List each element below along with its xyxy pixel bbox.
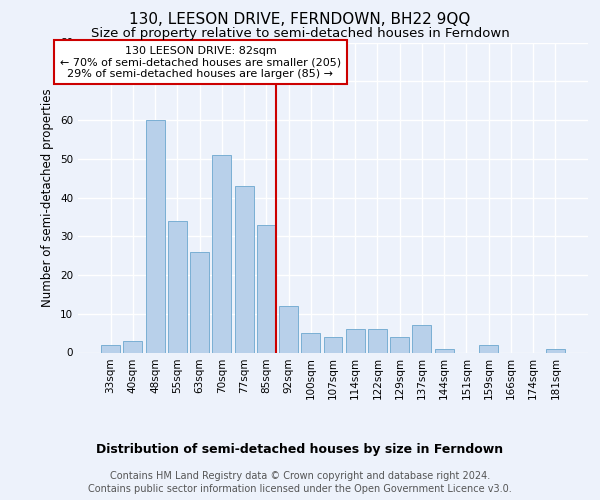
Text: 130 LEESON DRIVE: 82sqm
← 70% of semi-detached houses are smaller (205)
29% of s: 130 LEESON DRIVE: 82sqm ← 70% of semi-de… <box>60 46 341 79</box>
Bar <box>323 337 343 352</box>
Text: Contains HM Land Registry data © Crown copyright and database right 2024.: Contains HM Land Registry data © Crown c… <box>110 471 490 481</box>
Bar <box>390 337 409 352</box>
Bar <box>279 306 298 352</box>
Bar <box>346 330 365 352</box>
Bar <box>146 120 164 352</box>
Bar <box>435 348 454 352</box>
Text: Distribution of semi-detached houses by size in Ferndown: Distribution of semi-detached houses by … <box>97 442 503 456</box>
Bar <box>257 224 276 352</box>
Bar <box>412 326 431 352</box>
Text: Size of property relative to semi-detached houses in Ferndown: Size of property relative to semi-detach… <box>91 28 509 40</box>
Bar <box>235 186 254 352</box>
Bar <box>190 252 209 352</box>
Bar <box>101 345 120 352</box>
Bar <box>301 333 320 352</box>
Bar <box>124 341 142 352</box>
Bar <box>368 330 387 352</box>
Bar <box>479 345 498 352</box>
Text: Contains public sector information licensed under the Open Government Licence v3: Contains public sector information licen… <box>88 484 512 494</box>
Y-axis label: Number of semi-detached properties: Number of semi-detached properties <box>41 88 55 307</box>
Text: 130, LEESON DRIVE, FERNDOWN, BH22 9QQ: 130, LEESON DRIVE, FERNDOWN, BH22 9QQ <box>130 12 470 28</box>
Bar <box>212 155 231 352</box>
Bar <box>168 221 187 352</box>
Bar <box>546 348 565 352</box>
